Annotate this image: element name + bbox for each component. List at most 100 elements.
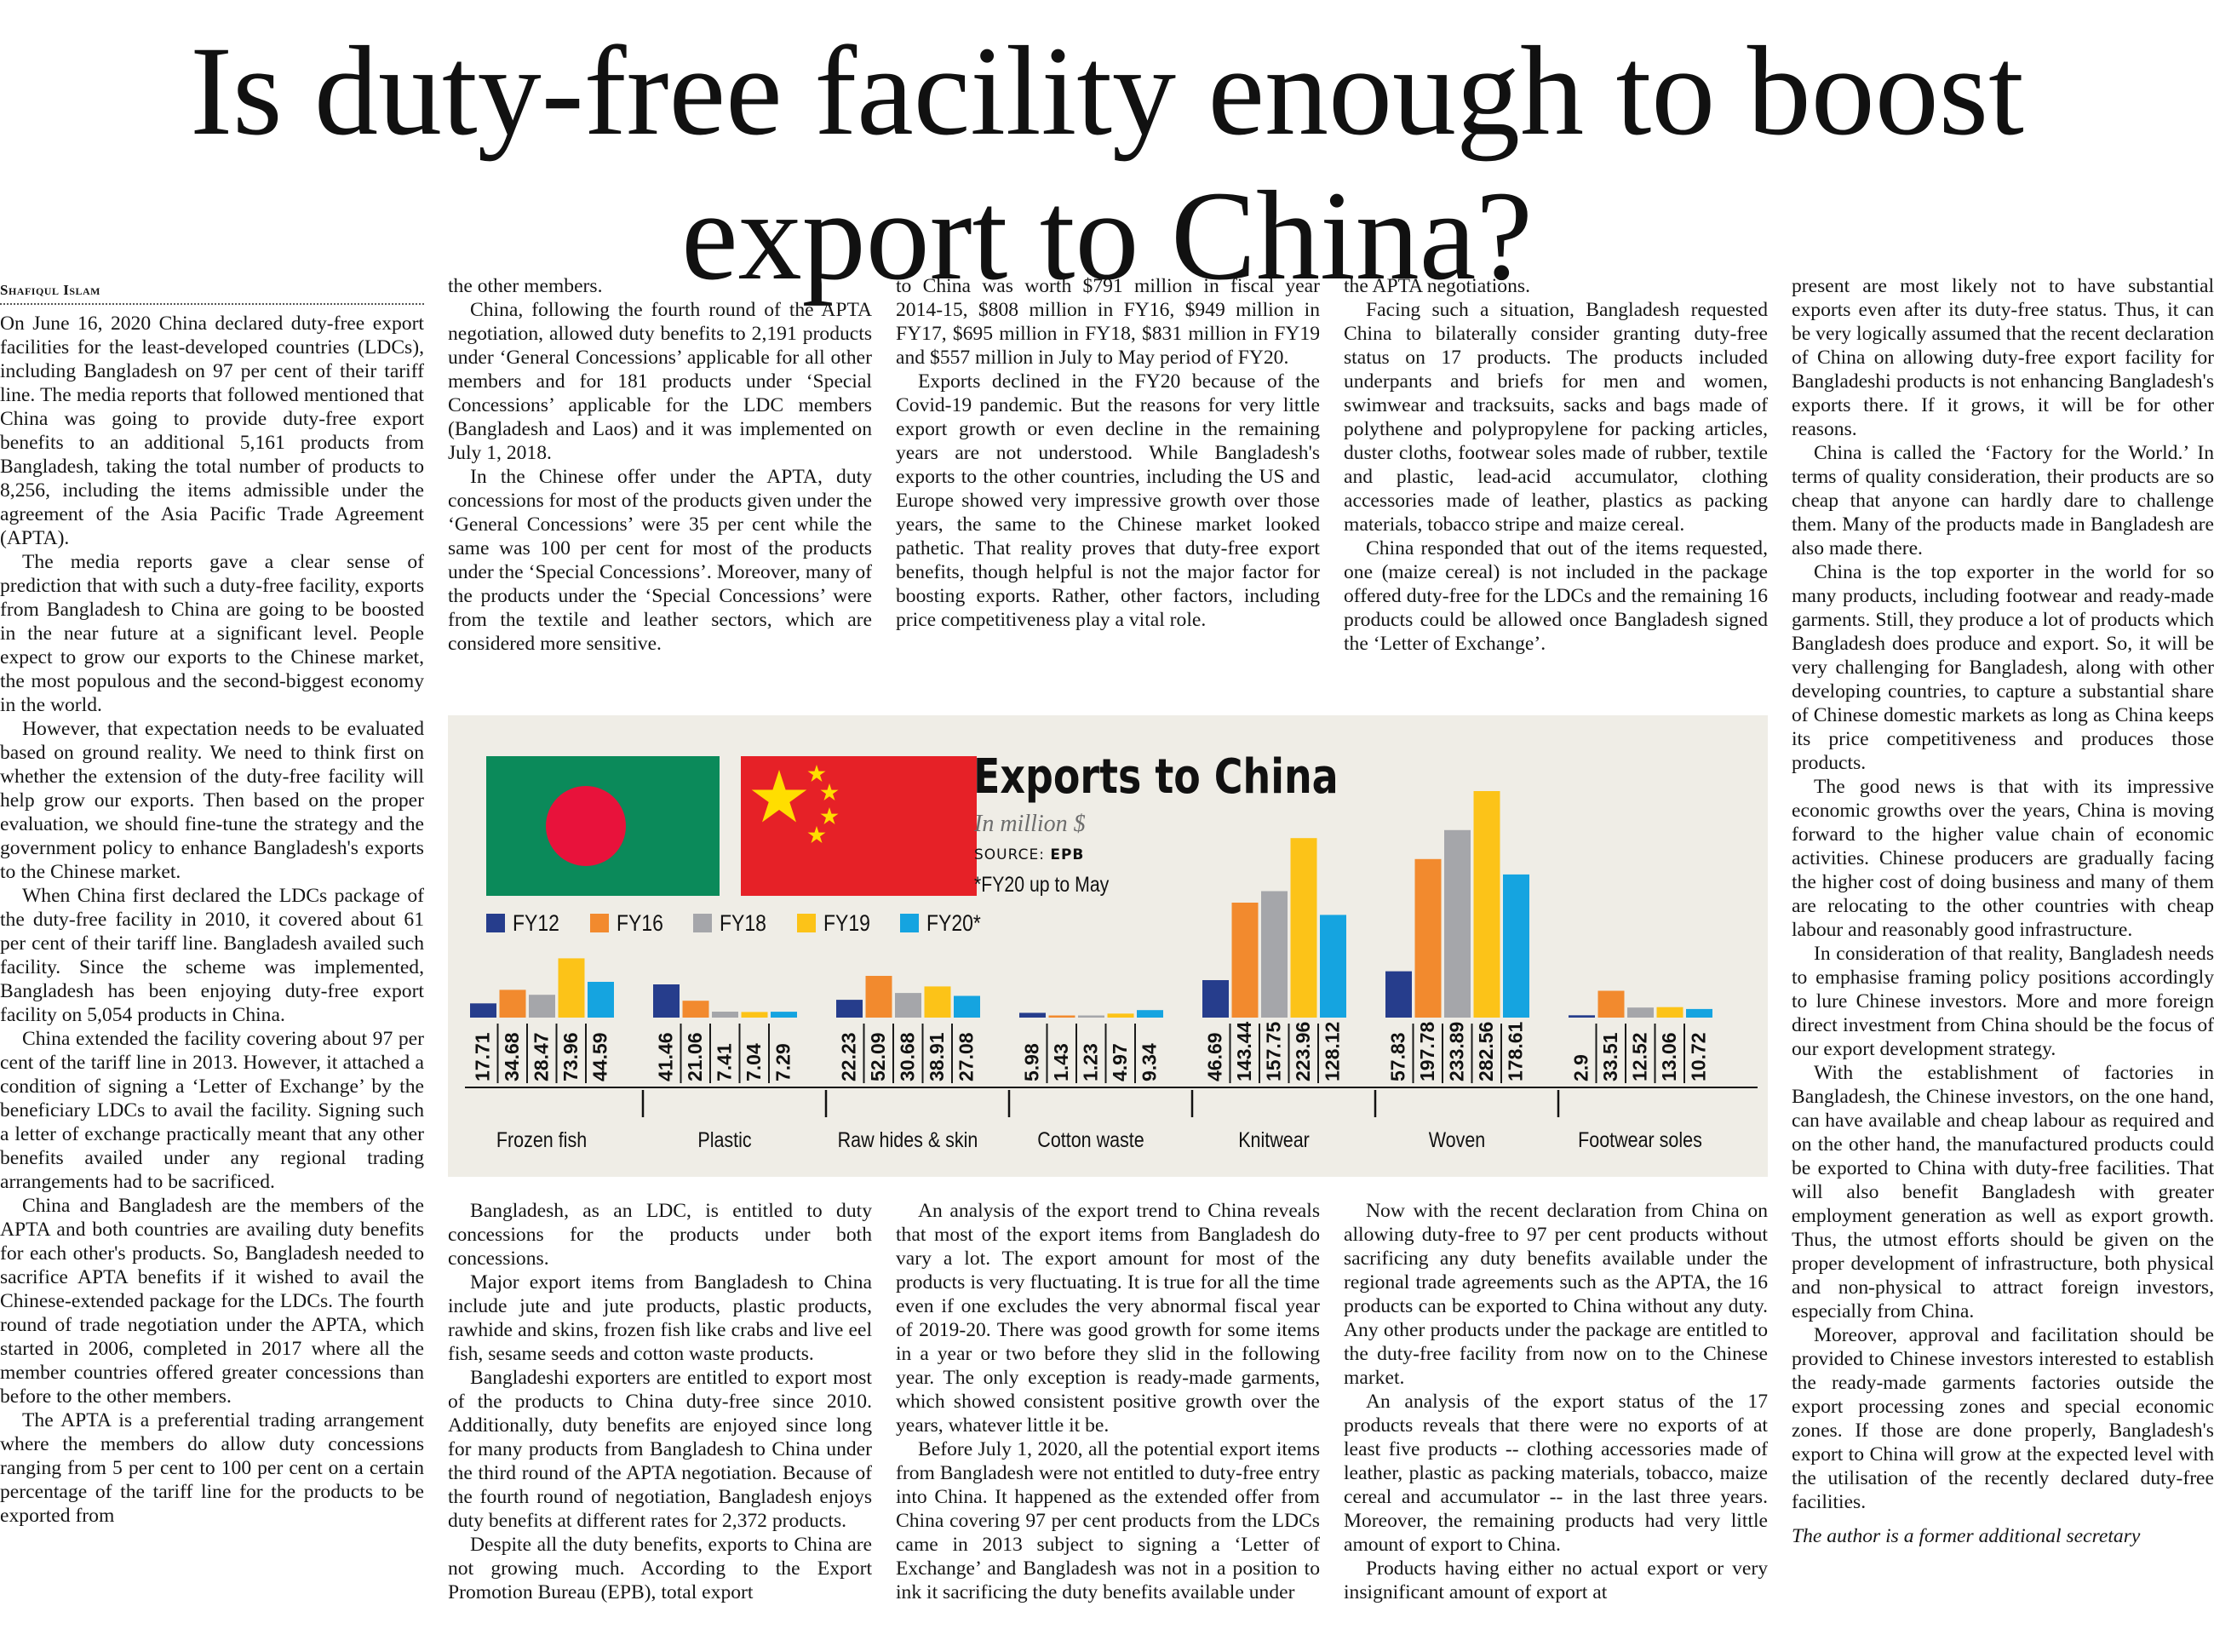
bar xyxy=(1414,858,1442,1018)
chart-legend: FY12 FY16 FY18 FY19 FY20* xyxy=(486,909,1012,937)
chart-title: Exports to China xyxy=(973,749,1339,805)
paragraph: The good news is that with its impressiv… xyxy=(1792,776,2214,941)
china-flag-icon xyxy=(741,756,977,896)
paragraph: China, following the fourth round of the… xyxy=(448,299,872,464)
value-label: 4.97 xyxy=(1109,1043,1131,1081)
bar xyxy=(558,958,585,1018)
value-label: 5.98 xyxy=(1021,1043,1043,1081)
value-label: 33.51 xyxy=(1599,1032,1621,1081)
paragraph: Moreover, approval and facilitation shou… xyxy=(1792,1324,2214,1513)
value-label: 21.06 xyxy=(684,1032,706,1081)
paragraph: Bangladesh, as an LDC, is entitled to du… xyxy=(448,1200,872,1270)
value-label: 7.29 xyxy=(772,1043,794,1081)
paragraph: Bangladeshi exporters are entitled to ex… xyxy=(448,1367,872,1532)
category-label: Plastic xyxy=(697,1127,752,1151)
value-label: 38.91 xyxy=(926,1032,948,1081)
value-label: 282.56 xyxy=(1475,1022,1497,1081)
value-label: 57.83 xyxy=(1387,1032,1409,1081)
bar xyxy=(771,1012,797,1018)
bar xyxy=(529,995,555,1018)
paragraph: An analysis of the export trend to China… xyxy=(896,1200,1320,1437)
article-column-2-top: the other members. China, following the … xyxy=(448,274,872,700)
paragraph: China and Bangladesh are the members of … xyxy=(0,1195,424,1408)
value-label: 41.46 xyxy=(655,1032,677,1081)
paragraph: When China first declared the LDCs packa… xyxy=(0,885,424,1026)
value-label: 157.75 xyxy=(1263,1021,1285,1081)
value-label: 143.44 xyxy=(1233,1021,1255,1081)
paragraph: present are most likely not to have subs… xyxy=(1792,275,2214,440)
chart-unit: In million $ xyxy=(974,811,1086,837)
paragraph: Despite all the duty benefits, exports t… xyxy=(448,1534,872,1603)
bar xyxy=(712,1012,738,1018)
bar xyxy=(499,989,526,1018)
value-label: 128.12 xyxy=(1322,1022,1344,1081)
legend-label: FY19 xyxy=(823,909,870,936)
legend-label: FY12 xyxy=(513,909,559,936)
paragraph: Before July 1, 2020, all the potential e… xyxy=(896,1438,1320,1603)
paragraph: The media reports gave a clear sense of … xyxy=(0,551,424,716)
headline-line-1: Is duty-free facility enough to boost xyxy=(190,20,2024,162)
legend-swatch xyxy=(693,914,713,932)
bar xyxy=(954,995,980,1018)
paragraph: However, that expectation needs to be ev… xyxy=(0,718,424,883)
value-label: 17.71 xyxy=(472,1032,494,1081)
source-label: SOURCE: xyxy=(974,846,1045,863)
headline: Is duty-free facility enough to boost ex… xyxy=(0,19,2214,308)
paragraph: China extended the facility covering abo… xyxy=(0,1028,424,1193)
bar xyxy=(1686,1008,1712,1018)
value-label: 1.43 xyxy=(1050,1043,1072,1081)
legend-swatch xyxy=(486,914,505,932)
chart-note: *FY20 up to May xyxy=(974,873,1110,897)
bar-chart: 17.71 34.68 28.47 73.96 44.59 Frozen fish 41.4… xyxy=(465,791,1758,1151)
article-column-2-bottom: Bangladesh, as an LDC, is entitled to du… xyxy=(448,1199,872,1652)
value-label: 52.09 xyxy=(867,1032,889,1081)
bar xyxy=(895,993,921,1018)
paragraph: the other members. xyxy=(448,275,603,297)
paragraph: China is the top exporter in the world f… xyxy=(1792,561,2214,774)
bar xyxy=(1231,903,1259,1018)
headline-line-2: export to China? xyxy=(681,165,1533,307)
value-label: 10.72 xyxy=(1688,1032,1710,1081)
paragraph: the APTA negotiations. xyxy=(1344,275,1530,297)
bar xyxy=(865,976,892,1018)
legend-swatch xyxy=(589,914,609,932)
value-label: 13.06 xyxy=(1658,1032,1680,1081)
article-column-1: Shafiqul Islam On June 16, 2020 China de… xyxy=(0,279,424,1652)
paragraph: to China was worth $791 million in fisca… xyxy=(896,275,1320,369)
value-label: 7.04 xyxy=(743,1043,765,1081)
value-label: 9.34 xyxy=(1139,1043,1161,1081)
bar xyxy=(1137,1010,1163,1018)
bar xyxy=(1385,971,1412,1018)
byline: Shafiqul Islam xyxy=(0,279,424,305)
paragraph: Products having either no actual export … xyxy=(1344,1557,1768,1603)
paragraph: In consideration of that reality, Bangla… xyxy=(1792,943,2214,1060)
value-label: 12.52 xyxy=(1629,1032,1651,1081)
legend-swatch xyxy=(796,914,816,932)
paragraph: Exports declined in the FY20 because of … xyxy=(896,370,1320,631)
category-label: Cotton waste xyxy=(1037,1127,1144,1151)
author-note: The author is a former additional secret… xyxy=(1792,1525,2141,1547)
legend-label: FY16 xyxy=(616,909,663,936)
category-label: Woven xyxy=(1429,1127,1485,1151)
legend-label: FY18 xyxy=(720,909,766,936)
category-label: Knitwear xyxy=(1238,1127,1310,1151)
value-label: 44.59 xyxy=(589,1032,611,1081)
paragraph: Now with the recent declaration from Chi… xyxy=(1344,1200,1768,1389)
value-label: 46.69 xyxy=(1204,1032,1226,1081)
bar xyxy=(1202,980,1229,1018)
bar xyxy=(470,1003,496,1018)
paragraph: Facing such a situation, Bangladesh requ… xyxy=(1344,299,1768,536)
value-label: 30.68 xyxy=(897,1032,919,1081)
bar xyxy=(924,986,951,1018)
bar xyxy=(1019,1012,1046,1018)
exports-infographic: Exports to China In million $ SOURCE: EP… xyxy=(448,715,1768,1177)
legend-item: FY18 xyxy=(693,909,775,937)
legend-item: FY16 xyxy=(589,909,672,937)
paragraph: China is called the ‘Factory for the Wor… xyxy=(1792,442,2214,559)
source-value: EPB xyxy=(1050,846,1085,863)
bar xyxy=(1503,874,1529,1018)
category-label: Raw hides & skin xyxy=(838,1127,978,1151)
bar xyxy=(588,982,614,1018)
legend-item: FY20* xyxy=(900,909,990,937)
bar xyxy=(741,1012,768,1018)
